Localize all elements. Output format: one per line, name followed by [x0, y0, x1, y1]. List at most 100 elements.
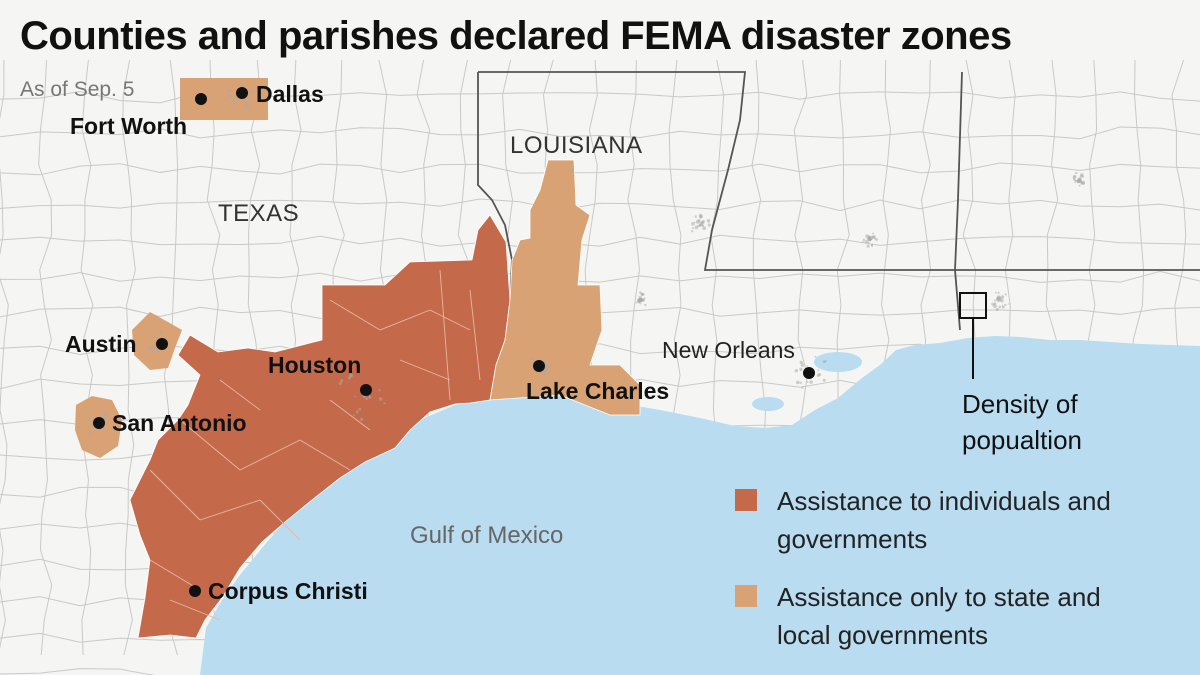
- density-speck: [874, 237, 877, 240]
- density-speck: [104, 417, 108, 421]
- zone-county-line: [239, 439, 301, 471]
- density-speck: [869, 238, 872, 241]
- county-line: [0, 162, 1200, 176]
- city-dot-dallas: [236, 87, 248, 99]
- zone-county-line: [379, 309, 431, 331]
- density-speck: [153, 335, 157, 339]
- density-speck: [90, 424, 93, 427]
- density-speck: [643, 297, 646, 300]
- density-speck: [800, 363, 805, 367]
- zone-county-line: [179, 419, 241, 471]
- density-speck: [1079, 174, 1083, 178]
- density-speck: [1072, 175, 1077, 180]
- density-speck: [995, 291, 997, 294]
- density-speck: [220, 107, 223, 111]
- density-speck: [1004, 293, 1007, 296]
- city-dot-san-antonio: [93, 417, 105, 429]
- city-label-lake-charles: Lake Charles: [526, 378, 670, 404]
- density-speck: [867, 241, 870, 244]
- legend-label-state-local: Assistance only to state and local gover…: [777, 582, 1101, 650]
- density-speck: [225, 97, 228, 100]
- gulf-of-mexico: [200, 336, 1200, 675]
- county-line: [0, 126, 1200, 140]
- density-speck: [996, 297, 1000, 302]
- density-speck: [644, 303, 647, 307]
- county-line: [0, 59, 9, 649]
- density-speck: [153, 347, 157, 351]
- legend-swatch-individuals: [735, 489, 757, 511]
- density-speck: [234, 97, 239, 101]
- city-label-san-antonio: San Antonio: [112, 410, 247, 436]
- density-speck: [353, 414, 356, 417]
- density-speck: [383, 402, 386, 405]
- density-speck: [817, 369, 820, 372]
- city-dot-corpus-christi: [189, 585, 201, 597]
- zone-county-line: [149, 469, 201, 521]
- density-speck: [152, 345, 156, 349]
- density-speck: [861, 241, 864, 243]
- density-speck: [365, 397, 369, 401]
- density-speck: [246, 82, 249, 85]
- legend-label-individuals: Assistance to individuals and government…: [777, 486, 1111, 554]
- density-speck: [549, 365, 551, 368]
- city-dot-austin: [156, 338, 168, 350]
- density-speck: [1008, 303, 1010, 305]
- county-line: [80, 59, 94, 656]
- density-speck: [1074, 179, 1077, 182]
- city-dot-fort-worth: [195, 93, 207, 105]
- map-subtitle: As of Sep. 5: [20, 78, 135, 101]
- density-speck: [225, 99, 228, 101]
- state-label-texas: TEXAS: [218, 200, 300, 227]
- density-speck: [87, 417, 90, 420]
- zone-county-line: [429, 309, 471, 331]
- city-label-new-orleans: New Orleans: [662, 337, 795, 363]
- legend-swatch-state-local: [735, 585, 757, 607]
- density-speck: [1001, 305, 1005, 309]
- density-speck: [243, 102, 248, 106]
- density-speck: [706, 219, 711, 223]
- density-speck: [1078, 178, 1081, 180]
- louisiana-coastal-lake: [752, 397, 784, 411]
- density-speck: [368, 395, 372, 399]
- density-speck: [230, 95, 233, 98]
- density-speck: [226, 89, 231, 93]
- density-callout-label: Density of popualtion: [962, 389, 1082, 455]
- density-speck: [378, 389, 381, 392]
- city-label-houston: Houston: [268, 352, 362, 378]
- lake-pontchartrain: [814, 352, 862, 372]
- density-speck: [799, 360, 803, 365]
- county-line: [0, 234, 1200, 248]
- city-label-fort-worth: Fort Worth: [70, 113, 188, 139]
- county-line: [122, 59, 136, 656]
- city-label-corpus-christi: Corpus Christi: [208, 578, 368, 604]
- density-speck: [637, 300, 640, 303]
- density-speck: [103, 413, 108, 418]
- density-speck: [239, 112, 242, 114]
- county-line: [0, 270, 1200, 283]
- zone-county-line: [399, 359, 451, 381]
- density-speck: [824, 360, 827, 363]
- zone-county-line: [329, 299, 381, 331]
- density-speck: [814, 355, 817, 358]
- density-speck: [355, 410, 359, 414]
- density-speck: [997, 291, 1000, 294]
- density-speck: [701, 220, 705, 225]
- density-speck: [862, 238, 866, 241]
- density-speck: [694, 225, 699, 230]
- density-speck: [88, 430, 93, 434]
- density-speck: [1078, 184, 1081, 187]
- zone-county-line: [299, 439, 351, 471]
- density-speck: [691, 230, 694, 233]
- density-speck: [158, 330, 163, 334]
- density-speck: [796, 380, 800, 385]
- density-speck: [640, 293, 644, 296]
- density-speck: [635, 301, 638, 304]
- density-speck: [354, 395, 356, 398]
- city-label-dallas: Dallas: [256, 81, 324, 107]
- density-speck: [358, 407, 362, 411]
- density-speck: [639, 302, 642, 305]
- density-speck: [864, 240, 869, 244]
- zone-county-line: [219, 379, 261, 411]
